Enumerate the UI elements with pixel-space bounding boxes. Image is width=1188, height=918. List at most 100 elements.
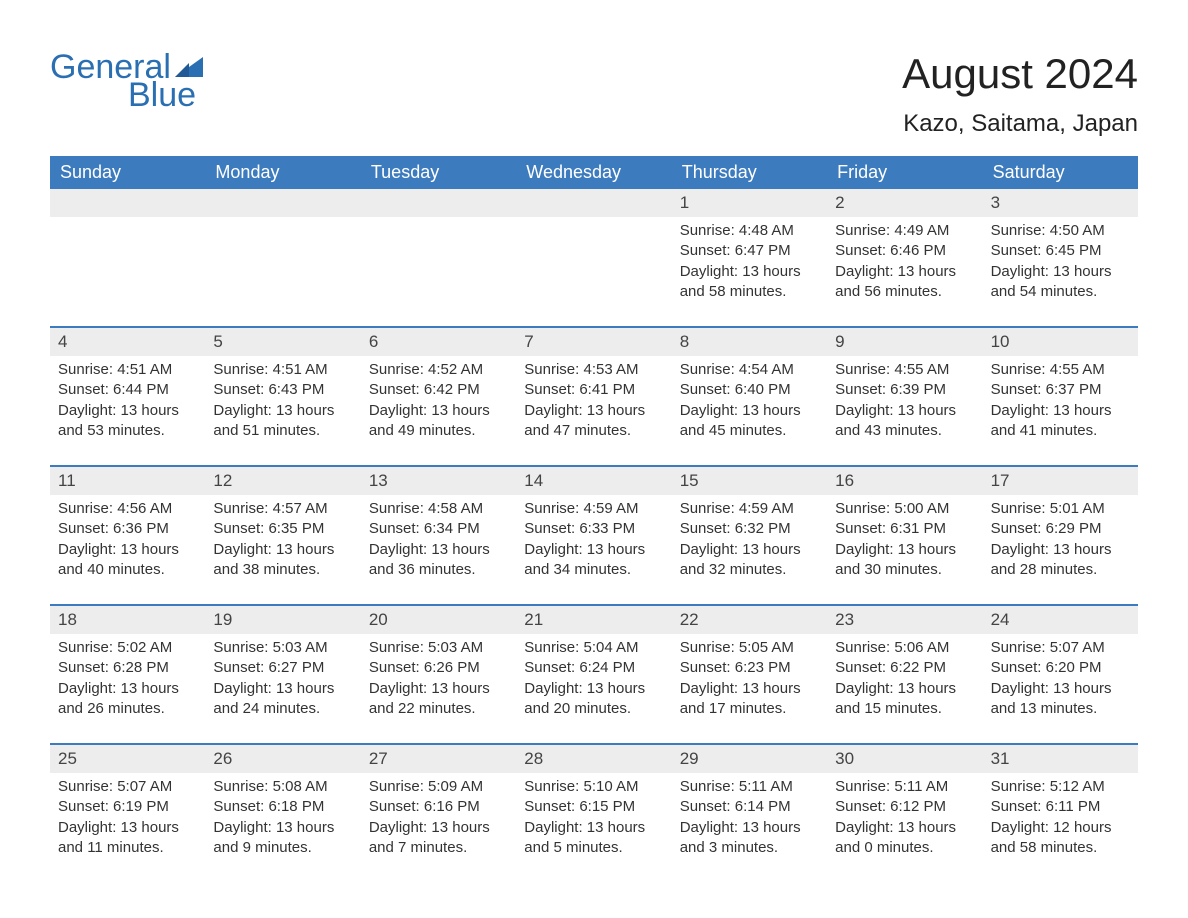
sunrise-line: Sunrise: 4:50 AM	[991, 221, 1130, 241]
dl1-line: Daylight: 13 hours	[680, 262, 819, 282]
sunrise-line: Sunrise: 4:56 AM	[58, 499, 197, 519]
sunrise-line: Sunrise: 4:55 AM	[991, 360, 1130, 380]
sunset-line: Sunset: 6:29 PM	[991, 519, 1130, 539]
dl1-line: Daylight: 13 hours	[835, 679, 974, 699]
sunset-line: Sunset: 6:40 PM	[680, 380, 819, 400]
dl2-line: and 56 minutes.	[835, 282, 974, 302]
calendar-cell: 5Sunrise: 4:51 AMSunset: 6:43 PMDaylight…	[205, 328, 360, 457]
calendar-cell: 8Sunrise: 4:54 AMSunset: 6:40 PMDaylight…	[672, 328, 827, 457]
sunset-line: Sunset: 6:34 PM	[369, 519, 508, 539]
day-number: 29	[672, 745, 827, 773]
sunrise-line: Sunrise: 4:59 AM	[524, 499, 663, 519]
dl1-line: Daylight: 13 hours	[213, 540, 352, 560]
sunrise-line: Sunrise: 4:52 AM	[369, 360, 508, 380]
dl2-line: and 22 minutes.	[369, 699, 508, 719]
dl1-line: Daylight: 13 hours	[213, 401, 352, 421]
calendar-cell: 21Sunrise: 5:04 AMSunset: 6:24 PMDayligh…	[516, 606, 671, 735]
dl2-line: and 28 minutes.	[991, 560, 1130, 580]
day-header-cell: Monday	[205, 156, 360, 189]
calendar-cell: 25Sunrise: 5:07 AMSunset: 6:19 PMDayligh…	[50, 745, 205, 874]
header-row: General Blue August 2024 Kazo, Saitama, …	[50, 50, 1138, 138]
dl2-line: and 40 minutes.	[58, 560, 197, 580]
calendar-cell: 28Sunrise: 5:10 AMSunset: 6:15 PMDayligh…	[516, 745, 671, 874]
calendar-cell: 7Sunrise: 4:53 AMSunset: 6:41 PMDaylight…	[516, 328, 671, 457]
sunset-line: Sunset: 6:43 PM	[213, 380, 352, 400]
dl2-line: and 11 minutes.	[58, 838, 197, 858]
day-number	[205, 189, 360, 217]
dl2-line: and 17 minutes.	[680, 699, 819, 719]
sunrise-line: Sunrise: 4:49 AM	[835, 221, 974, 241]
sunrise-line: Sunrise: 5:11 AM	[680, 777, 819, 797]
day-number: 16	[827, 467, 982, 495]
dl1-line: Daylight: 13 hours	[369, 818, 508, 838]
sunset-line: Sunset: 6:32 PM	[680, 519, 819, 539]
sunset-line: Sunset: 6:23 PM	[680, 658, 819, 678]
sunset-line: Sunset: 6:26 PM	[369, 658, 508, 678]
sunrise-line: Sunrise: 4:51 AM	[58, 360, 197, 380]
calendar-cell: 18Sunrise: 5:02 AMSunset: 6:28 PMDayligh…	[50, 606, 205, 735]
dl1-line: Daylight: 13 hours	[835, 262, 974, 282]
calendar-cell: 26Sunrise: 5:08 AMSunset: 6:18 PMDayligh…	[205, 745, 360, 874]
day-number: 27	[361, 745, 516, 773]
month-title: August 2024	[902, 50, 1138, 98]
cell-body: Sunrise: 4:56 AMSunset: 6:36 PMDaylight:…	[50, 495, 205, 596]
calendar-cell: 1Sunrise: 4:48 AMSunset: 6:47 PMDaylight…	[672, 189, 827, 318]
sunset-line: Sunset: 6:41 PM	[524, 380, 663, 400]
dl2-line: and 38 minutes.	[213, 560, 352, 580]
calendar-cell: 24Sunrise: 5:07 AMSunset: 6:20 PMDayligh…	[983, 606, 1138, 735]
cell-body: Sunrise: 4:55 AMSunset: 6:39 PMDaylight:…	[827, 356, 982, 457]
day-number: 20	[361, 606, 516, 634]
cell-body: Sunrise: 5:05 AMSunset: 6:23 PMDaylight:…	[672, 634, 827, 735]
sunset-line: Sunset: 6:22 PM	[835, 658, 974, 678]
cell-body: Sunrise: 5:03 AMSunset: 6:26 PMDaylight:…	[361, 634, 516, 735]
day-number: 12	[205, 467, 360, 495]
dl2-line: and 58 minutes.	[991, 838, 1130, 858]
dl1-line: Daylight: 13 hours	[369, 540, 508, 560]
sunset-line: Sunset: 6:27 PM	[213, 658, 352, 678]
dl1-line: Daylight: 13 hours	[524, 818, 663, 838]
sunrise-line: Sunrise: 5:03 AM	[369, 638, 508, 658]
dl2-line: and 36 minutes.	[369, 560, 508, 580]
sunrise-line: Sunrise: 5:07 AM	[991, 638, 1130, 658]
day-number: 30	[827, 745, 982, 773]
logo: General Blue	[50, 50, 203, 112]
dl2-line: and 30 minutes.	[835, 560, 974, 580]
sunrise-line: Sunrise: 5:00 AM	[835, 499, 974, 519]
sunrise-line: Sunrise: 5:10 AM	[524, 777, 663, 797]
calendar-cell: 3Sunrise: 4:50 AMSunset: 6:45 PMDaylight…	[983, 189, 1138, 318]
dl2-line: and 24 minutes.	[213, 699, 352, 719]
day-number: 19	[205, 606, 360, 634]
dl1-line: Daylight: 13 hours	[835, 818, 974, 838]
sunset-line: Sunset: 6:42 PM	[369, 380, 508, 400]
calendar-cell: 17Sunrise: 5:01 AMSunset: 6:29 PMDayligh…	[983, 467, 1138, 596]
sunset-line: Sunset: 6:11 PM	[991, 797, 1130, 817]
logo-text-blue: Blue	[128, 78, 203, 112]
dl2-line: and 51 minutes.	[213, 421, 352, 441]
dl1-line: Daylight: 13 hours	[680, 818, 819, 838]
day-header-cell: Thursday	[672, 156, 827, 189]
sunrise-line: Sunrise: 5:02 AM	[58, 638, 197, 658]
cell-body: Sunrise: 5:12 AMSunset: 6:11 PMDaylight:…	[983, 773, 1138, 874]
calendar-cell: 10Sunrise: 4:55 AMSunset: 6:37 PMDayligh…	[983, 328, 1138, 457]
sunset-line: Sunset: 6:44 PM	[58, 380, 197, 400]
day-number: 3	[983, 189, 1138, 217]
day-number: 18	[50, 606, 205, 634]
weeks-container: 1Sunrise: 4:48 AMSunset: 6:47 PMDaylight…	[50, 189, 1138, 874]
day-number: 9	[827, 328, 982, 356]
day-number: 15	[672, 467, 827, 495]
dl2-line: and 0 minutes.	[835, 838, 974, 858]
sunset-line: Sunset: 6:20 PM	[991, 658, 1130, 678]
sunset-line: Sunset: 6:14 PM	[680, 797, 819, 817]
day-number	[516, 189, 671, 217]
dl2-line: and 5 minutes.	[524, 838, 663, 858]
calendar-cell: 29 Sunrise: 5:11 AMSunset: 6:14 PMDayligh…	[672, 745, 827, 874]
dl2-line: and 15 minutes.	[835, 699, 974, 719]
dl2-line: and 3 minutes.	[680, 838, 819, 858]
dl1-line: Daylight: 13 hours	[58, 818, 197, 838]
sunrise-line: Sunrise: 5:01 AM	[991, 499, 1130, 519]
sunset-line: Sunset: 6:36 PM	[58, 519, 197, 539]
cell-body: Sunrise: 4:57 AMSunset: 6:35 PMDaylight:…	[205, 495, 360, 596]
cell-body: Sunrise: 5:09 AMSunset: 6:16 PMDaylight:…	[361, 773, 516, 874]
dl2-line: and 58 minutes.	[680, 282, 819, 302]
dl1-line: Daylight: 13 hours	[213, 818, 352, 838]
